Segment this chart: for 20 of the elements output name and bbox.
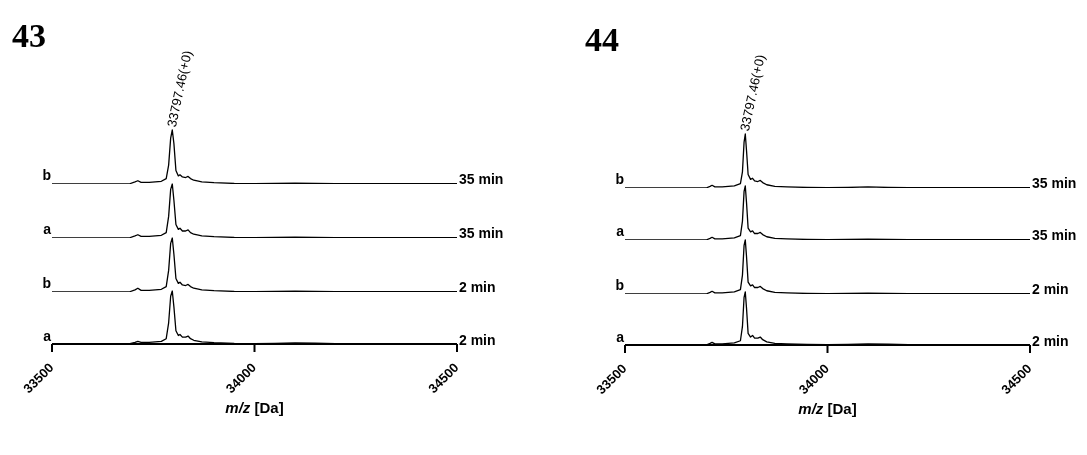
text: 35 min — [1032, 227, 1077, 243]
text: b — [615, 277, 624, 293]
chart-title: 44 — [585, 21, 619, 59]
text: a — [616, 329, 624, 345]
text: a — [616, 223, 624, 239]
text: 35 min — [459, 171, 504, 187]
text: b — [615, 171, 624, 187]
text: 2 min — [1032, 281, 1069, 297]
text: a — [43, 221, 51, 237]
chart-title: 43 — [12, 17, 46, 55]
text: b — [42, 275, 51, 291]
text: a — [43, 328, 51, 344]
text: 35 min — [1032, 175, 1077, 191]
text: 2 min — [1032, 333, 1069, 349]
text: 35 min — [459, 225, 504, 241]
text: 2 min — [459, 279, 496, 295]
text: b — [42, 167, 51, 183]
x-axis-title: m/z [Da] — [224, 399, 285, 416]
text: 2 min — [459, 332, 496, 348]
x-axis-title: m/z [Da] — [797, 400, 858, 417]
